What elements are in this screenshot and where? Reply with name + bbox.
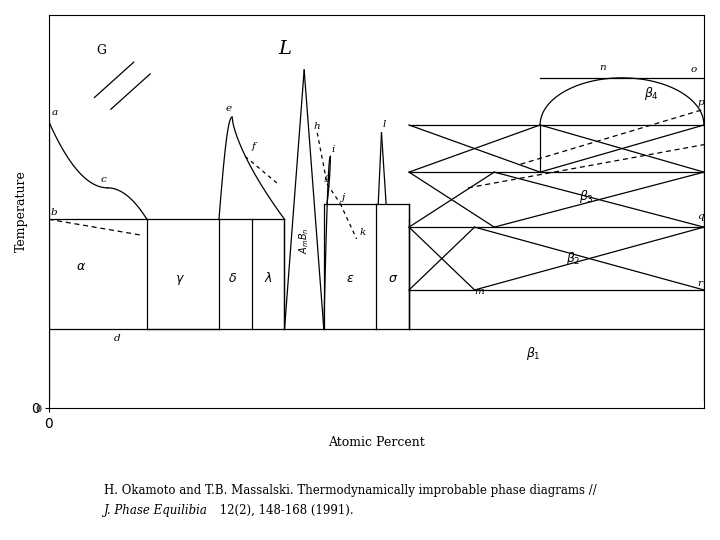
X-axis label: Atomic Percent: Atomic Percent xyxy=(328,436,425,449)
Text: m: m xyxy=(474,287,485,296)
Text: $\gamma$: $\gamma$ xyxy=(175,273,184,287)
Text: g: g xyxy=(324,173,330,182)
Text: $\beta_2$: $\beta_2$ xyxy=(566,251,580,267)
Text: n: n xyxy=(599,63,606,72)
Text: J. Phase Equilibia: J. Phase Equilibia xyxy=(104,504,208,517)
Text: $\alpha$: $\alpha$ xyxy=(76,260,86,273)
Text: f: f xyxy=(252,141,256,151)
Text: G: G xyxy=(96,44,106,57)
Text: H. Okamoto and T.B. Massalski. Thermodynamically improbable phase diagrams //: H. Okamoto and T.B. Massalski. Thermodyn… xyxy=(104,484,597,497)
Text: q: q xyxy=(698,212,704,221)
Text: j: j xyxy=(342,193,346,201)
Text: r: r xyxy=(698,279,703,288)
Text: b: b xyxy=(50,208,57,217)
Text: k: k xyxy=(360,228,366,237)
Text: $\beta_1$: $\beta_1$ xyxy=(526,345,541,362)
Text: $\beta_4$: $\beta_4$ xyxy=(644,85,659,103)
Text: c: c xyxy=(101,175,107,184)
Text: $\sigma$: $\sigma$ xyxy=(387,272,397,285)
Text: a: a xyxy=(52,108,58,117)
Text: $A_m B_n$: $A_m B_n$ xyxy=(297,228,311,254)
Text: o: o xyxy=(691,65,697,74)
Text: $\beta_3$: $\beta_3$ xyxy=(579,187,593,205)
Text: l: l xyxy=(383,120,386,129)
Text: e: e xyxy=(225,104,232,113)
Text: $\delta$: $\delta$ xyxy=(228,272,237,285)
Text: 0: 0 xyxy=(36,405,42,414)
Text: d: d xyxy=(114,334,121,343)
Text: p: p xyxy=(698,98,704,107)
Text: L: L xyxy=(278,40,291,58)
Text: h: h xyxy=(314,122,320,131)
Text: $\lambda$: $\lambda$ xyxy=(264,271,272,285)
Text: 12(2), 148-168 (1991).: 12(2), 148-168 (1991). xyxy=(216,504,354,517)
Text: i: i xyxy=(332,145,335,154)
Text: $\varepsilon$: $\varepsilon$ xyxy=(346,272,354,285)
Y-axis label: Temperature: Temperature xyxy=(15,171,28,252)
